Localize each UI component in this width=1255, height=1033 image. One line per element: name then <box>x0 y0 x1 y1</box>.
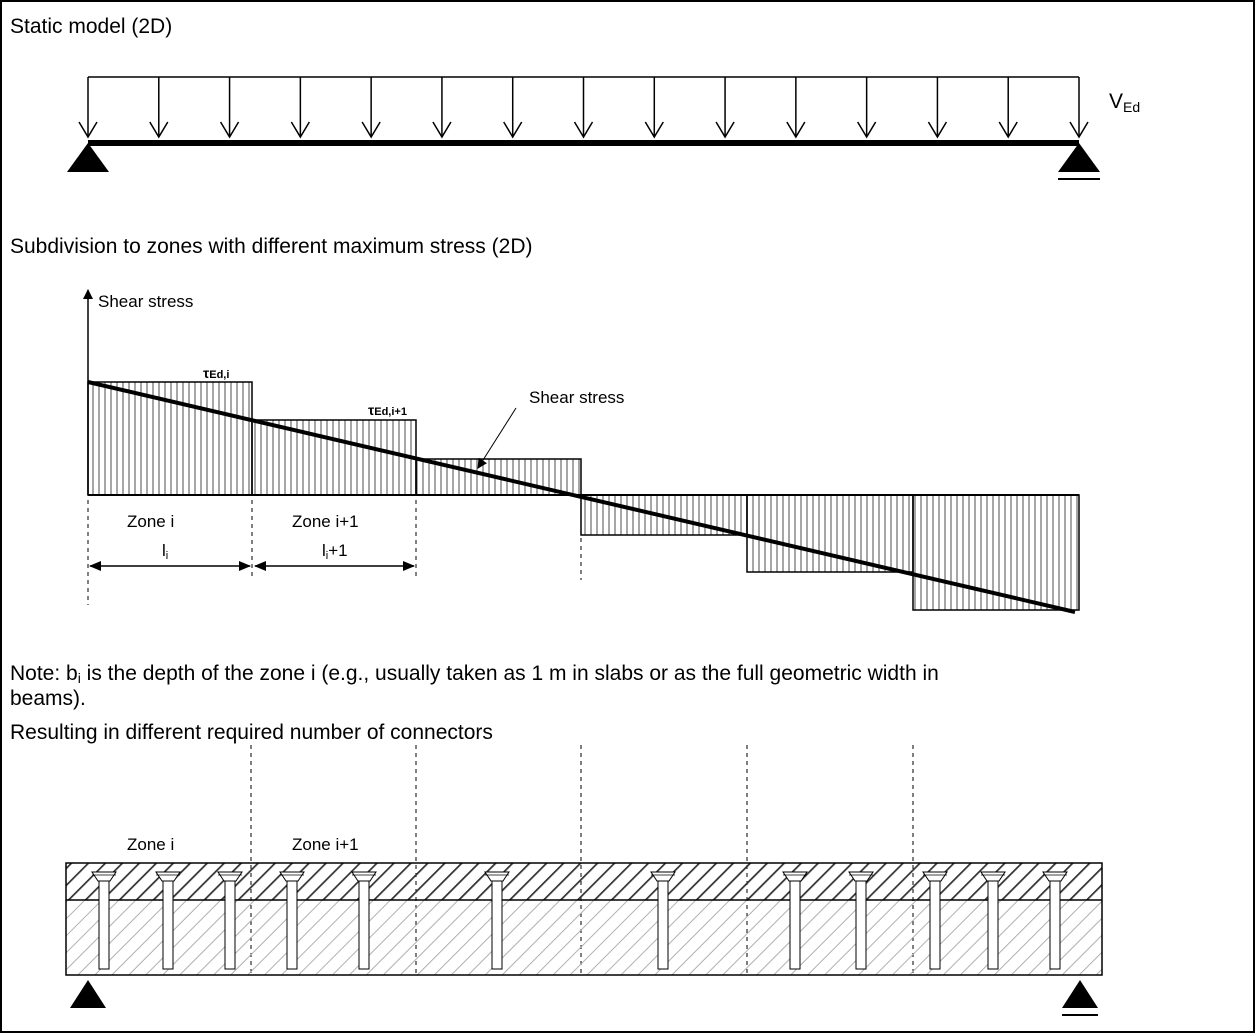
beam-web <box>66 900 1102 975</box>
note-line-2: beams). <box>10 687 86 710</box>
load-arrow <box>219 77 240 139</box>
length-li-label: li <box>162 541 168 562</box>
load-arrow <box>715 77 735 139</box>
load-arrow <box>503 77 523 139</box>
zone-dividers-connectors <box>250 745 914 975</box>
tau-ed-i-label: τEd,i <box>203 365 229 381</box>
load-arrow <box>432 77 452 139</box>
shear-stud <box>922 871 948 970</box>
shear-axis-label: Shear stress <box>98 292 193 311</box>
load-arrow <box>856 77 877 139</box>
shear-stud <box>155 871 181 970</box>
load-label: VEd <box>1109 90 1140 115</box>
shear-stud <box>782 871 808 970</box>
zone-dividers-stress <box>87 500 582 605</box>
load-arrow <box>149 77 169 139</box>
pin-support-left <box>67 143 109 172</box>
load-arrow <box>786 77 806 139</box>
load-arrow <box>1069 77 1089 139</box>
zone-i1-label: Zone i+1 <box>292 512 359 531</box>
composite-section-outline <box>65 862 1103 976</box>
load-arrow <box>998 77 1018 139</box>
shear-stud <box>279 871 305 970</box>
load-arrow <box>78 77 98 139</box>
load-arrows <box>78 77 1089 139</box>
curve-leader-line <box>477 407 517 469</box>
roller-support-right <box>1058 143 1100 172</box>
load-arrow <box>644 77 664 139</box>
note-line-3: Resulting in different required number o… <box>10 721 493 744</box>
shear-stud <box>91 871 117 970</box>
subdivision-title: Subdivision to zones with different maxi… <box>10 235 532 258</box>
stress-block <box>746 494 914 573</box>
shear-connectors <box>91 871 1068 970</box>
stress-block <box>912 494 1080 611</box>
shear-stud <box>484 871 510 970</box>
shear-stud <box>650 871 676 970</box>
zone-i-label: Zone i <box>127 512 174 531</box>
stress-block <box>87 381 253 496</box>
shear-stud <box>980 871 1006 970</box>
support-right-bottom <box>1062 980 1098 1008</box>
support-left-bottom <box>70 980 106 1008</box>
shear-stud <box>351 871 377 970</box>
load-arrow <box>290 77 311 139</box>
load-distribution <box>78 76 1089 139</box>
load-arrow <box>361 77 381 139</box>
static-model-title: Static model (2D) <box>10 15 172 38</box>
shear-stud <box>848 871 874 970</box>
load-arrow <box>573 77 594 139</box>
load-arrow <box>927 77 948 139</box>
concrete-slab <box>66 863 1102 900</box>
connector-zone-i-label: Zone i <box>127 835 174 854</box>
stress-block <box>251 419 417 496</box>
shear-stud <box>1042 871 1068 970</box>
connector-zone-i1-label: Zone i+1 <box>292 835 359 854</box>
tau-ed-i1-label: τEd,i+1 <box>368 402 407 418</box>
curve-label: Shear stress <box>529 388 624 407</box>
note-line-1: Note: bi is the depth of the zone i (e.g… <box>10 662 939 686</box>
shear-stud <box>217 871 243 970</box>
length-li1-label: li+1 <box>322 541 348 562</box>
shear-stress-line <box>87 380 1076 614</box>
